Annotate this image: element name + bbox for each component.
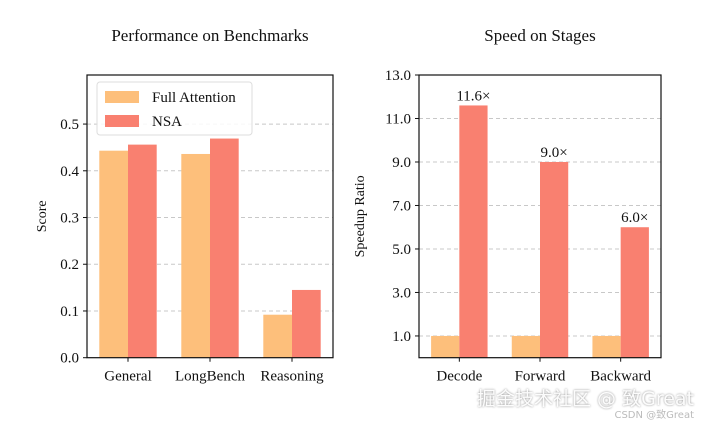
chart-title-1: Speed on Stages [484, 26, 595, 45]
axes-frame-1 [418, 74, 662, 359]
x-tick-label: LongBench [175, 369, 245, 385]
y-tick-label: 11.0 [385, 111, 411, 127]
legend-label-0: Full Attention [152, 90, 236, 106]
legend-label-1: NSA [152, 114, 182, 130]
bar-nsa-reasoning [292, 289, 321, 358]
y-tick-label: 0.0 [60, 351, 79, 367]
chart-title-0: Performance on Benchmarks [111, 26, 308, 45]
x-tick-label: Decode [436, 369, 482, 385]
x-tick-label: Backward [590, 369, 651, 385]
y-tick-label: 0.5 [60, 117, 79, 133]
bar-full-attention-reasoning [263, 314, 292, 358]
bar-series-1-forward [540, 161, 569, 358]
legend-swatch-0 [105, 91, 139, 103]
data-label: 9.0× [541, 145, 568, 161]
y-tick-label: 1.0 [392, 329, 411, 345]
x-tick-label: Reasoning [260, 369, 324, 385]
y-tick-label: 0.2 [60, 257, 79, 273]
y-tick-label: 0.4 [60, 164, 79, 180]
y-tick-label: 3.0 [392, 285, 411, 301]
data-label: 6.0× [621, 210, 648, 226]
y-tick-label: 5.0 [392, 242, 411, 258]
y-axis-label-0: Score [35, 200, 50, 232]
bar-series-1-backward [620, 227, 649, 358]
bar-nsa-longbench [210, 138, 239, 358]
data-label: 11.6× [456, 88, 490, 104]
legend-swatch-1 [105, 115, 139, 127]
watermark-sub: CSDN @致Great [614, 410, 694, 421]
bar-series-0-backward [592, 335, 621, 358]
x-tick-label: General [104, 369, 151, 385]
bar-series-1-decode [459, 105, 488, 358]
y-tick-label: 9.0 [392, 155, 411, 171]
bar-series-0-decode [431, 335, 460, 358]
y-tick-label: 7.0 [392, 198, 411, 214]
axes-frame-0 [86, 74, 334, 359]
bar-full-attention-longbench [181, 153, 210, 358]
bar-series-0-forward [511, 335, 540, 358]
watermark-main: 掘金技术社区 @ 致Great [477, 388, 694, 410]
y-axis-label-1: Speedup Ratio [353, 175, 368, 257]
y-tick-label: 0.1 [60, 304, 79, 320]
bar-full-attention-general [99, 150, 128, 358]
bar-nsa-general [128, 144, 157, 358]
y-tick-label: 13.0 [385, 68, 411, 84]
y-tick-label: 0.3 [60, 211, 79, 227]
x-tick-label: Forward [515, 369, 566, 385]
